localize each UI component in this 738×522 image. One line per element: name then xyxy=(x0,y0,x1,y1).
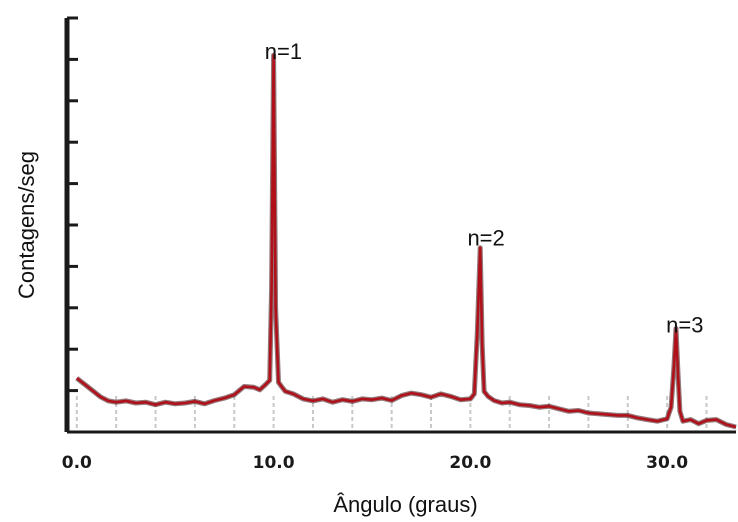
peak-label: n=3 xyxy=(666,312,703,337)
y-axis-ticks xyxy=(67,16,78,393)
x-tick-label: 20.0 xyxy=(449,453,491,473)
x-tick-label: 30.0 xyxy=(646,453,688,473)
series-layer xyxy=(75,52,737,430)
peak-annotations: n=1 n=2 n=3 xyxy=(265,39,704,337)
y-axis-label: Contagens/seg xyxy=(14,151,39,299)
x-axis-ticks: 0.0 10.0 20.0 30.0 xyxy=(62,453,688,473)
peak-label: n=1 xyxy=(265,39,302,64)
x-tick-label: 10.0 xyxy=(253,453,295,473)
series-line xyxy=(75,53,737,429)
x-axis-label: Ângulo (graus) xyxy=(333,492,477,517)
x-tick-label: 0.0 xyxy=(62,453,92,473)
peak-label: n=2 xyxy=(467,225,504,250)
